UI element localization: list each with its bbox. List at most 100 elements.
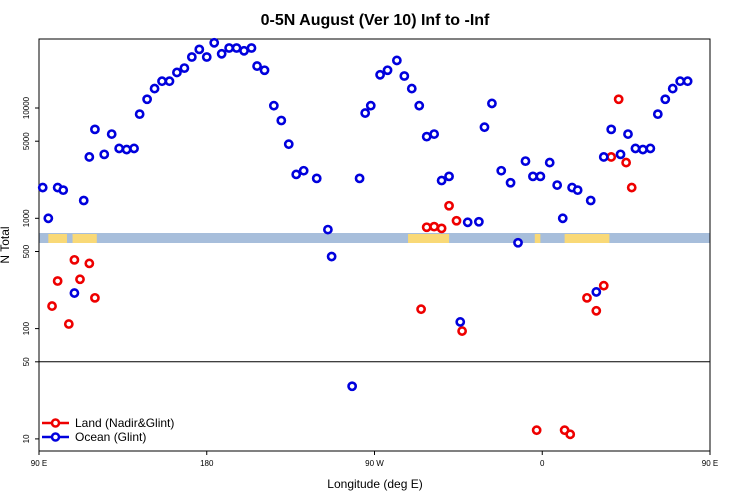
ocean-point: [157, 76, 167, 87]
map-land-strip: [408, 234, 450, 243]
land-point: [429, 221, 440, 232]
legend-land-label: Land (Nadir&Glint): [75, 416, 174, 430]
ocean-point: [557, 213, 568, 224]
ocean-point: [99, 149, 110, 160]
ocean-point: [114, 143, 125, 154]
ocean-point: [323, 224, 333, 235]
ocean-point: [58, 185, 69, 196]
ocean-point: [172, 67, 182, 78]
y-tick-label: 10: [22, 434, 31, 443]
ocean-point: [615, 149, 626, 160]
land-point: [613, 94, 624, 105]
ocean-point: [414, 100, 425, 111]
x-axis-label: Longitude (deg E): [327, 477, 422, 491]
map-land-strip: [72, 234, 97, 243]
ocean-point: [360, 108, 371, 118]
ocean-point: [623, 129, 633, 139]
land-point: [52, 276, 63, 286]
ocean-point: [298, 165, 309, 176]
x-axis: 90 E 180 90 W 0 90 E: [31, 451, 718, 468]
ocean-point: [84, 152, 95, 162]
ocean-point: [252, 61, 262, 71]
x-tick-label: 90 E: [31, 459, 47, 468]
ocean-point: [209, 37, 220, 48]
ocean-point: [391, 55, 402, 66]
ocean-point: [326, 251, 337, 262]
y-tick-label: 100: [22, 321, 31, 335]
ocean-point: [283, 139, 294, 150]
ocean-point: [598, 152, 609, 162]
land-point: [63, 319, 74, 329]
ocean-point: [382, 65, 393, 76]
ocean-point: [179, 63, 190, 74]
ocean-point: [660, 94, 671, 105]
ocean-point: [375, 69, 385, 80]
x-tick-label: 0: [540, 459, 545, 468]
ocean-point: [406, 83, 417, 94]
x-tick-label: 90 E: [702, 459, 718, 468]
ocean-point: [429, 129, 440, 139]
ocean-point: [69, 288, 80, 298]
land-point: [606, 152, 617, 162]
land-point: [451, 215, 462, 226]
land-point: [565, 429, 576, 440]
ocean-point: [552, 180, 563, 190]
y-tick-label: 50: [22, 357, 31, 366]
ocean-point: [487, 98, 497, 109]
land-point: [69, 254, 80, 265]
ocean-point: [528, 171, 538, 182]
ocean-point: [224, 43, 235, 53]
x-tick-label: 90 W: [365, 459, 384, 468]
ocean-point: [106, 129, 117, 139]
ocean-point: [682, 76, 693, 87]
land-point: [621, 157, 632, 168]
ocean-point: [520, 156, 531, 167]
ocean-point: [421, 131, 432, 142]
land-point: [582, 292, 592, 303]
ocean-point: [667, 83, 678, 94]
x-tick-label: 180: [200, 459, 214, 468]
y-tick-label: 1000: [22, 209, 31, 227]
legend-ocean-label: Ocean (Glint): [75, 430, 146, 444]
y-tick-label: 500: [22, 244, 31, 258]
land-point: [626, 182, 637, 193]
land-point: [444, 200, 454, 211]
ocean-point: [37, 182, 48, 193]
ocean-point: [246, 43, 257, 53]
ocean-point: [194, 44, 205, 55]
ocean-point: [675, 76, 686, 87]
legend: Land (Nadir&Glint) Ocean (Glint): [42, 416, 174, 444]
y-axis-label: N Total: [0, 226, 12, 263]
ocean-point: [645, 143, 656, 154]
ocean-point: [186, 52, 197, 62]
ocean-point: [90, 124, 100, 135]
ocean-point: [496, 165, 507, 176]
ocean-point: [354, 173, 365, 184]
ocean-point: [276, 115, 287, 126]
ocean-point: [572, 185, 583, 196]
ocean-point: [231, 43, 242, 53]
ocean-point: [455, 317, 466, 327]
world-map-band: [39, 233, 710, 243]
y-axis: 10 50 100 500 1000 5000 10000: [22, 96, 39, 443]
map-land-strip: [534, 234, 541, 243]
ocean-point: [216, 48, 227, 59]
ocean-point: [134, 109, 145, 120]
ocean-point: [201, 52, 212, 62]
ocean-point: [347, 381, 358, 392]
ocean-point: [544, 157, 555, 168]
ocean-point: [630, 143, 641, 154]
land-point: [421, 222, 432, 233]
ocean-point: [444, 171, 454, 182]
land-point: [416, 304, 426, 315]
land-point: [84, 258, 95, 269]
ocean-point: [399, 71, 410, 81]
ocean-point: [652, 109, 663, 120]
y-tick-label: 10000: [22, 96, 31, 119]
ocean-point: [606, 124, 617, 135]
ocean-point: [365, 100, 376, 111]
ocean-point: [149, 83, 160, 94]
ocean-point: [535, 171, 546, 182]
ocean-point: [585, 195, 596, 206]
